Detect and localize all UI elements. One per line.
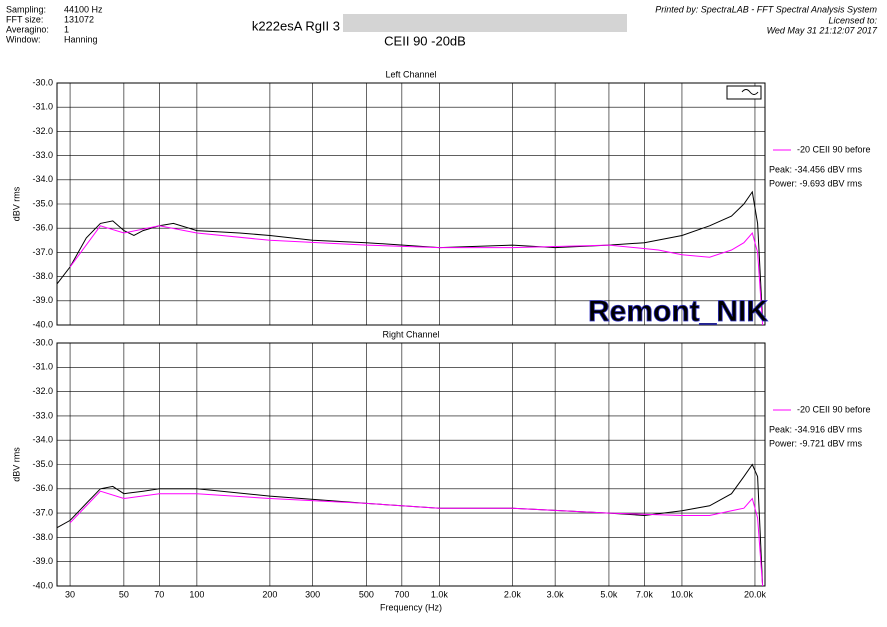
page-title: k222esA RgII 3 <box>252 18 340 33</box>
print-date: Wed May 31 21:12:07 2017 <box>767 25 878 35</box>
licensed-to: Licensed to: <box>828 15 877 25</box>
y-tick-label: -37.0 <box>32 247 53 257</box>
x-tick-label: 100 <box>189 589 204 599</box>
legend-label: -20 CEII 90 before <box>797 144 871 154</box>
y-tick-label: -32.0 <box>32 386 53 396</box>
watermark: Remont_NIK <box>588 295 768 328</box>
y-tick-label: -38.0 <box>32 271 53 281</box>
page-subtitle: CEII 90 -20dB <box>384 33 466 48</box>
info-value: Hanning <box>64 34 98 44</box>
info-label: Sampling: <box>6 4 46 14</box>
redaction-box <box>343 14 627 32</box>
y-tick-label: -37.0 <box>32 507 53 517</box>
x-tick-label: 1.0k <box>431 589 449 599</box>
x-tick-label: 200 <box>262 589 277 599</box>
x-tick-label: 500 <box>359 589 374 599</box>
info-label: Window: <box>6 34 41 44</box>
plot-icon-wave <box>741 89 759 95</box>
printed-by: Printed by: SpectraLAB - FFT Spectral An… <box>655 4 877 14</box>
y-tick-label: -32.0 <box>32 126 53 136</box>
y-tick-label: -38.0 <box>32 532 53 542</box>
y-tick-label: -31.0 <box>32 102 53 112</box>
y-tick-label: -30.0 <box>32 77 53 87</box>
y-axis-label: dBV rms <box>11 186 21 221</box>
y-tick-label: -34.0 <box>32 174 53 184</box>
x-tick-label: 5.0k <box>600 589 618 599</box>
x-tick-label: 70 <box>154 589 164 599</box>
series-line <box>69 490 764 587</box>
legend-label: -20 CEII 90 before <box>797 404 871 414</box>
y-tick-label: -39.0 <box>32 556 53 566</box>
y-tick-label: -30.0 <box>32 337 53 347</box>
x-tick-label: 300 <box>305 589 320 599</box>
x-tick-label: 700 <box>394 589 409 599</box>
x-tick-label: 7.0k <box>636 589 654 599</box>
y-axis-label: dBV rms <box>11 447 21 482</box>
x-axis-label: Frequency (Hz) <box>380 602 442 612</box>
y-tick-label: -35.0 <box>32 198 53 208</box>
x-tick-label: 50 <box>119 589 129 599</box>
info-value: 1 <box>64 24 69 34</box>
x-tick-label: 2.0k <box>504 589 522 599</box>
annotation: Peak: -34.456 dBV rms <box>769 164 863 174</box>
y-tick-label: -33.0 <box>32 410 53 420</box>
y-tick-label: -40.0 <box>32 580 53 590</box>
x-tick-label: 3.0k <box>547 589 565 599</box>
annotation: Peak: -34.916 dBV rms <box>769 424 863 434</box>
chart-title: Right Channel <box>382 329 439 339</box>
series-line <box>56 190 764 321</box>
info-label: Averagino: <box>6 24 49 34</box>
info-label: FFT size: <box>6 14 43 24</box>
y-tick-label: -36.0 <box>32 223 53 233</box>
info-value: 131072 <box>64 14 94 24</box>
y-tick-label: -39.0 <box>32 295 53 305</box>
plot-icon <box>726 85 762 100</box>
series-line <box>69 225 764 326</box>
chart-title: Left Channel <box>385 69 436 79</box>
y-tick-label: -40.0 <box>32 319 53 329</box>
y-tick-label: -33.0 <box>32 150 53 160</box>
x-tick-label: 10.0k <box>671 589 694 599</box>
y-tick-label: -36.0 <box>32 483 53 493</box>
y-tick-label: -35.0 <box>32 459 53 469</box>
annotation: Power: -9.721 dBV rms <box>769 438 863 448</box>
y-tick-label: -34.0 <box>32 435 53 445</box>
y-tick-label: -31.0 <box>32 362 53 372</box>
x-tick-label: 20.0k <box>744 589 767 599</box>
info-value: 44100 Hz <box>64 4 103 14</box>
annotation: Power: -9.693 dBV rms <box>769 178 863 188</box>
x-tick-label: 30 <box>65 589 75 599</box>
